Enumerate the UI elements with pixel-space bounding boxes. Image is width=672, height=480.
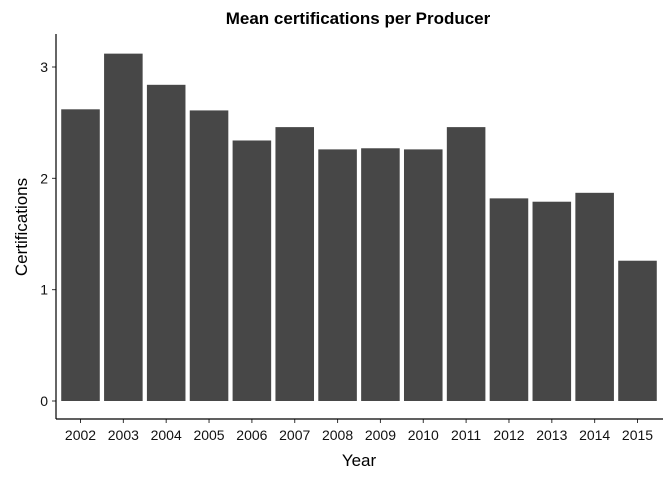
bar-2005 <box>189 110 229 402</box>
bar-2006 <box>232 140 272 402</box>
bar-2004 <box>146 84 186 401</box>
x-tick-label-2010: 2010 <box>408 427 439 443</box>
bar-2010 <box>403 149 443 401</box>
x-tick-label-2007: 2007 <box>279 427 310 443</box>
x-tick-label-2009: 2009 <box>365 427 396 443</box>
y-tick-label-2: 2 <box>40 170 48 186</box>
bar-2007 <box>275 127 315 402</box>
x-tick-label-2014: 2014 <box>579 427 610 443</box>
bar-2011 <box>446 127 486 402</box>
x-tick-label-2013: 2013 <box>536 427 567 443</box>
x-tick-label-2015: 2015 <box>622 427 653 443</box>
bar-2012 <box>489 198 529 401</box>
chart-title: Mean certifications per Producer <box>226 9 491 28</box>
bar-2015 <box>618 260 657 401</box>
x-tick-label-2002: 2002 <box>65 427 96 443</box>
x-axis-title: Year <box>342 451 377 470</box>
bars-layer <box>61 53 657 402</box>
x-tick-label-2003: 2003 <box>108 427 139 443</box>
bar-2013 <box>532 201 572 401</box>
bar-2008 <box>318 149 357 401</box>
x-tick-label-2005: 2005 <box>193 427 224 443</box>
x-tick-label-2012: 2012 <box>493 427 524 443</box>
bar-2014 <box>575 192 614 401</box>
y-axis-title: Certifications <box>12 178 31 276</box>
bar-2009 <box>361 148 400 401</box>
x-tick-label-2008: 2008 <box>322 427 353 443</box>
bar-2003 <box>104 53 143 401</box>
y-axis-ticks: 0 1 2 3 <box>40 59 56 409</box>
x-tick-label-2004: 2004 <box>151 427 182 443</box>
y-tick-label-1: 1 <box>40 282 48 298</box>
x-tick-label-2006: 2006 <box>236 427 267 443</box>
bar-2002 <box>61 109 100 401</box>
x-axis-ticks: 2002 2003 2004 2005 2006 2007 2008 2009 2010 2011… <box>65 419 653 443</box>
y-tick-label-0: 0 <box>40 393 48 409</box>
x-tick-label-2011: 2011 <box>451 427 481 443</box>
y-tick-label-3: 3 <box>40 59 48 75</box>
